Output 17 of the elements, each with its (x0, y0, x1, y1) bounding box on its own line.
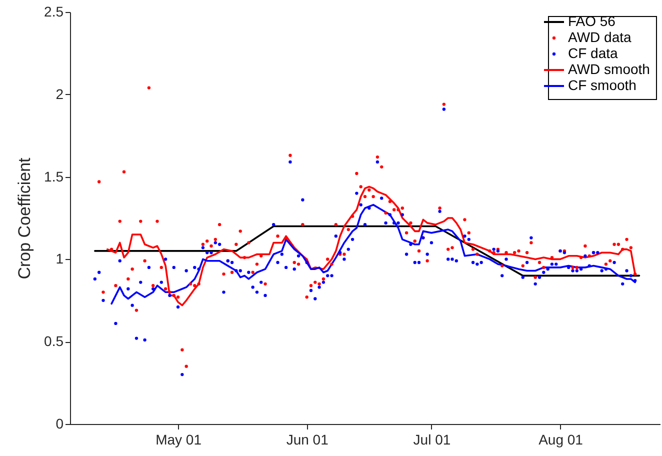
line-series (106, 186, 636, 306)
legend-label: AWD smooth (568, 61, 650, 77)
y-axis-title: Crop Coefficient (15, 157, 34, 280)
x-tick-label: Aug 01 (538, 432, 584, 448)
y-tick-label: 2 (56, 86, 64, 102)
y-tick-label: 1.5 (44, 168, 64, 184)
x-tick-label: May 01 (156, 432, 202, 448)
y-tick-label: 1 (56, 250, 64, 267)
legend-label: CF smooth (568, 77, 636, 93)
y-tick-label: 0 (56, 416, 64, 432)
x-tick-label: Jun 01 (286, 432, 329, 448)
legend-label: AWD data (568, 29, 632, 45)
y-tick-label: 2.5 (44, 4, 64, 20)
line-series (110, 204, 636, 305)
legend-label: CF data (568, 45, 618, 61)
x-tick-label: Jul 01 (413, 432, 451, 448)
y-tick-label: 0.5 (44, 333, 64, 350)
